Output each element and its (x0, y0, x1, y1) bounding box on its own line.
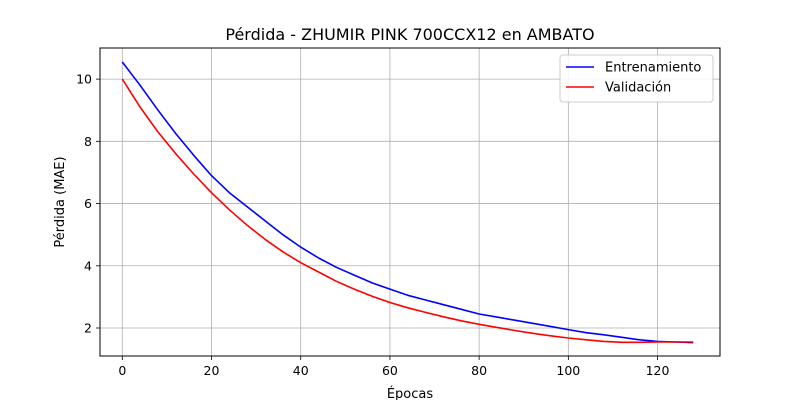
plot-frame (99, 47, 721, 357)
legend-label-1: Validación (605, 81, 671, 96)
x-tick-label-2: 40 (293, 363, 309, 378)
legend: Entrenamiento Validación (559, 54, 714, 103)
series-line-0 (121, 61, 694, 344)
legend-box (559, 54, 714, 103)
x-tick-label-1: 20 (204, 363, 220, 378)
x-axis-label: Épocas (387, 386, 434, 400)
y-tick-label-0: 2 (84, 321, 92, 336)
y-tick-label-2: 6 (84, 196, 92, 211)
y-tick-label-1: 4 (84, 258, 92, 273)
y-tick-label-3: 8 (84, 134, 92, 149)
chart-title: Pérdida - ZHUMIR PINK 700CCX12 en AMBATO (225, 25, 594, 44)
x-tick-label-5: 100 (556, 363, 580, 378)
y-axis-ticks: 2 4 6 8 10 (76, 72, 100, 336)
y-axis-label: Pérdida (MAE) (53, 156, 68, 247)
x-tick-label-4: 80 (471, 363, 487, 378)
series-group (121, 61, 694, 344)
x-tick-label-3: 60 (382, 363, 398, 378)
y-tick-label-4: 10 (76, 72, 92, 87)
series-line-1 (121, 78, 694, 344)
x-tick-label-6: 120 (646, 363, 670, 378)
x-axis-ticks: 0 20 40 60 80 100 120 (118, 356, 670, 378)
x-tick-label-0: 0 (118, 363, 126, 378)
legend-label-0: Entrenamiento (605, 61, 701, 76)
